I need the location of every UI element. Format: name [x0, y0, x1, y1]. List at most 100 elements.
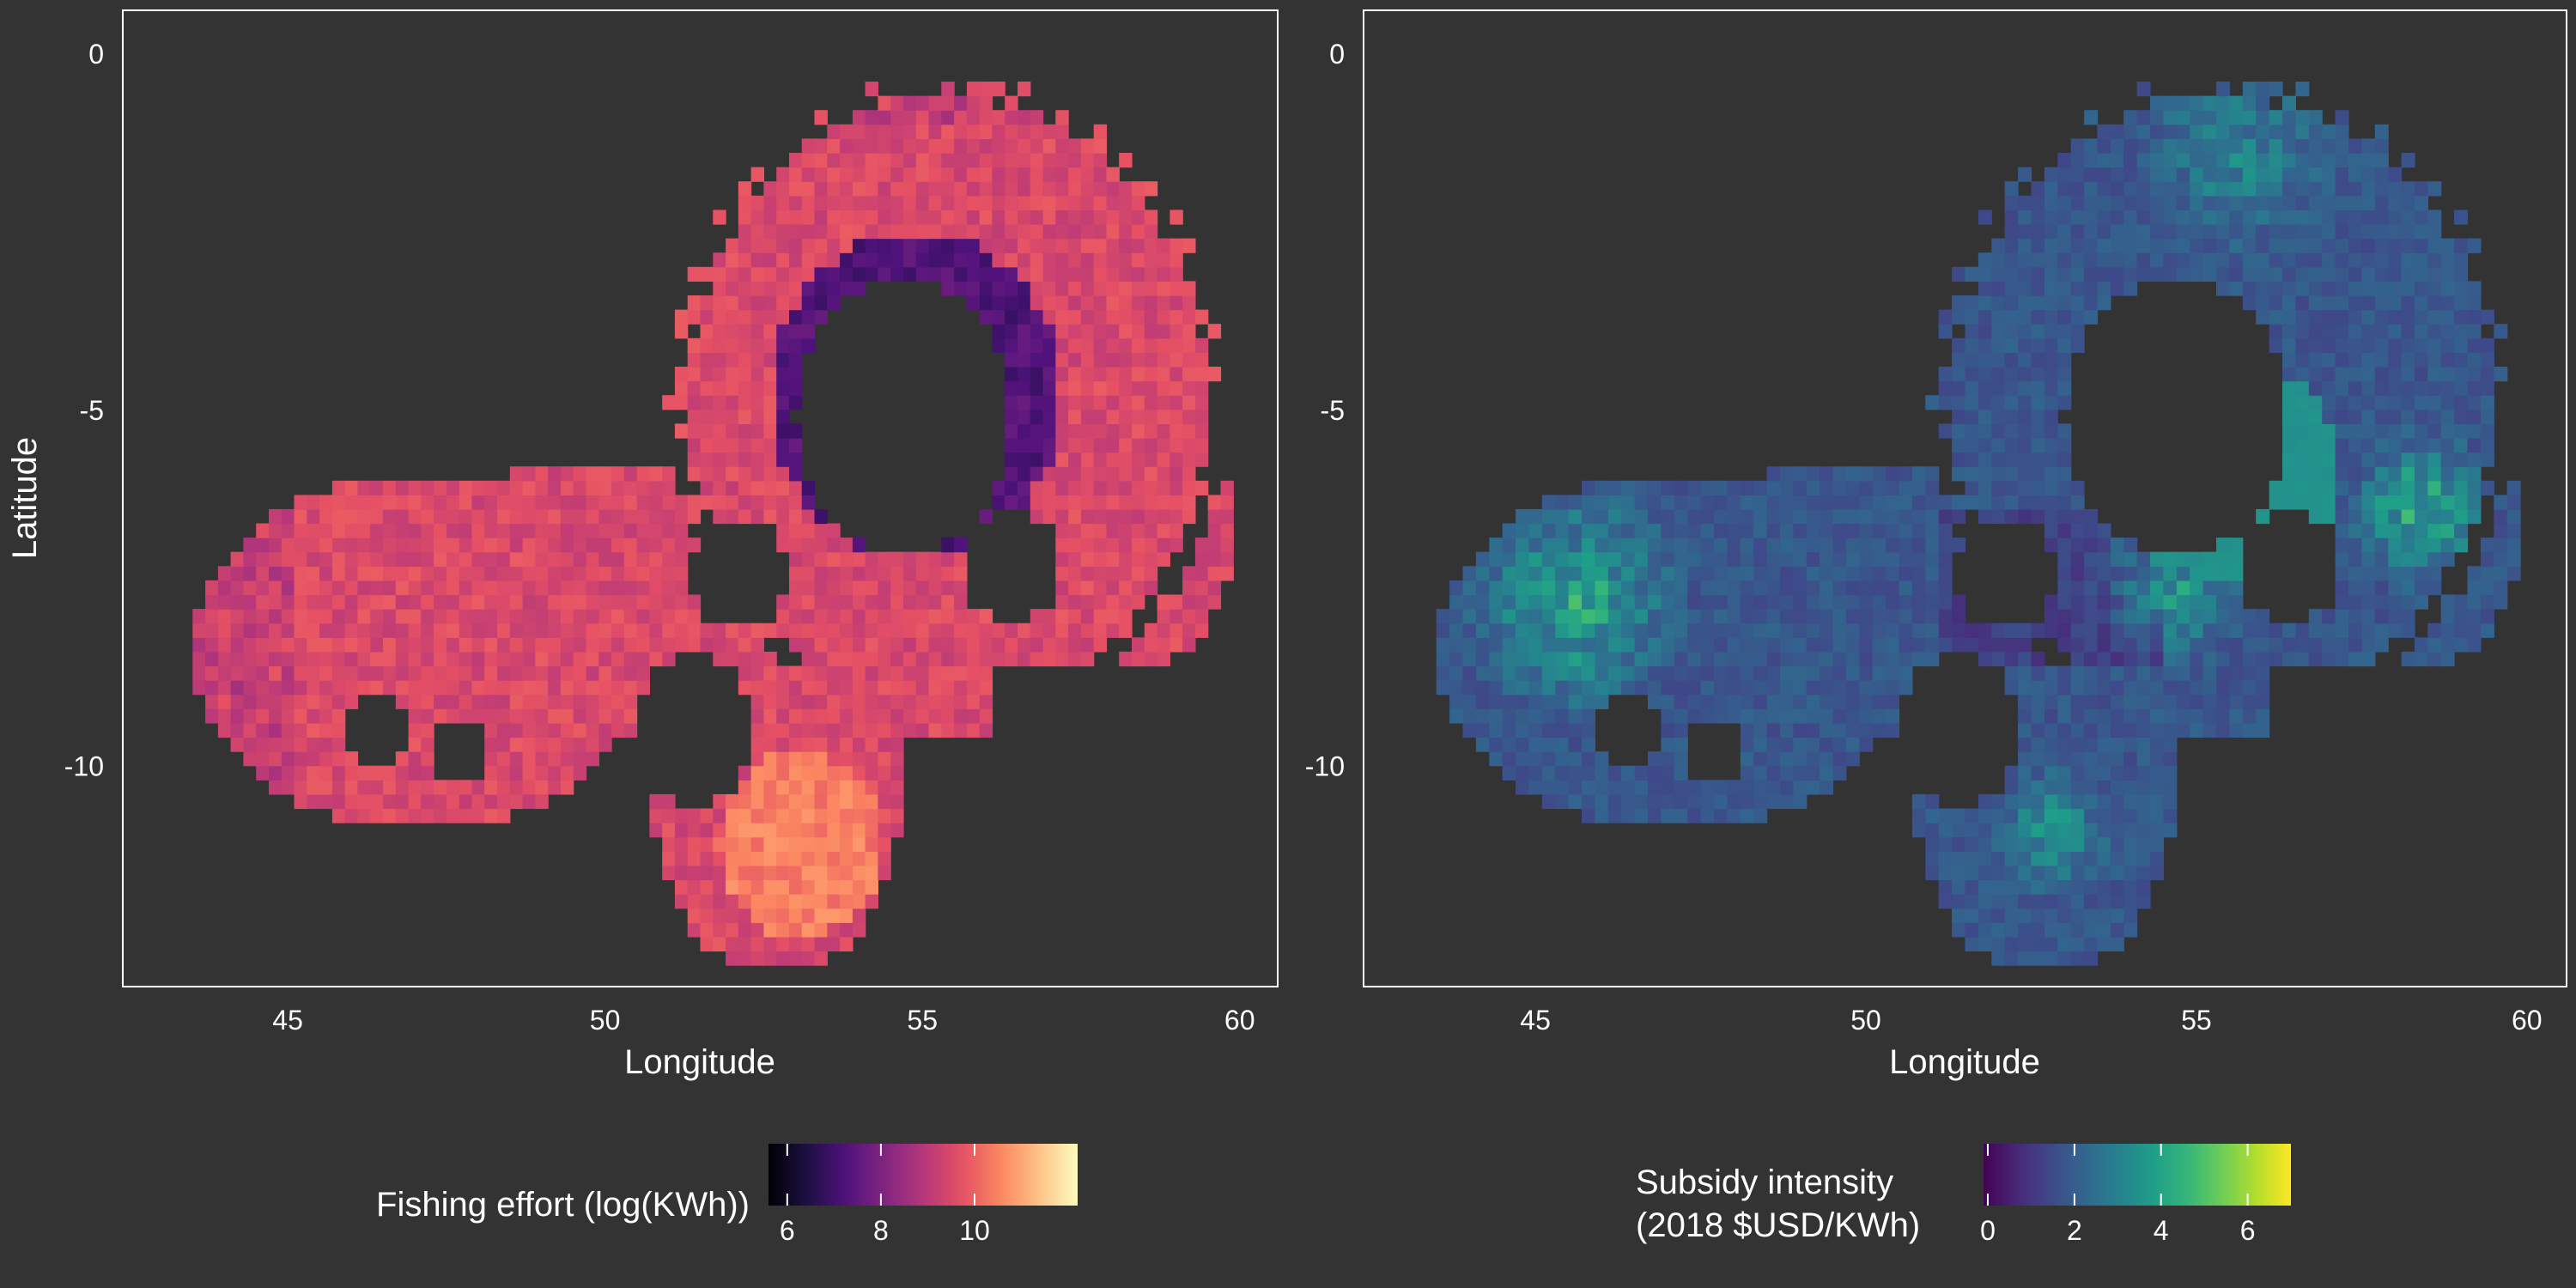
- heatmap-cell: [1030, 367, 1044, 382]
- heatmap-cell: [2415, 580, 2428, 596]
- heatmap-cell: [1991, 466, 2006, 482]
- heatmap-cell: [1068, 637, 1082, 653]
- heatmap-cell: [2084, 566, 2099, 581]
- heatmap-cell: [2018, 438, 2032, 453]
- heatmap-cell: [2282, 380, 2296, 396]
- heatmap-cell: [1568, 580, 1583, 596]
- heatmap-cell: [2454, 409, 2469, 424]
- heatmap-cell: [319, 609, 333, 624]
- heatmap-cell: [827, 908, 841, 923]
- heatmap-cell: [459, 623, 473, 638]
- heatmap-cell: [1568, 637, 1583, 653]
- heatmap-cell: [827, 637, 841, 653]
- heatmap-cell: [2110, 266, 2124, 282]
- heatmap-cell: [1938, 495, 1953, 510]
- heatmap-cell: [738, 680, 752, 696]
- heatmap-cell: [1132, 367, 1145, 382]
- heatmap-cell: [801, 508, 816, 525]
- heatmap-cell: [1753, 651, 1768, 667]
- heatmap-cell: [2374, 266, 2389, 282]
- heatmap-cell: [776, 722, 790, 738]
- heatmap-cell: [1132, 181, 1145, 197]
- heatmap-cell: [2295, 124, 2310, 139]
- heatmap-cell: [2440, 324, 2455, 339]
- heatmap-cell: [2229, 566, 2244, 581]
- heatmap-cell: [1220, 480, 1234, 495]
- heatmap-cell: [674, 894, 689, 909]
- heatmap-cell: [383, 808, 397, 823]
- heatmap-cell: [1018, 409, 1031, 424]
- heatmap-cell: [573, 765, 587, 781]
- heatmap-cell: [548, 566, 562, 581]
- heatmap-cell: [1872, 480, 1886, 495]
- heatmap-cell: [878, 836, 891, 852]
- heatmap-cell: [2242, 95, 2257, 111]
- heatmap-cell: [1806, 651, 1820, 667]
- heatmap-cell: [586, 594, 599, 610]
- heatmap-cell: [2004, 309, 2019, 325]
- heatmap-cell: [750, 252, 764, 268]
- heatmap-cell: [1080, 423, 1095, 439]
- heatmap-cell: [928, 124, 942, 139]
- heatmap-cell: [2084, 523, 2099, 538]
- heatmap-cell: [687, 594, 702, 610]
- heatmap-cell: [623, 680, 638, 696]
- heatmap-cell: [890, 224, 904, 240]
- heatmap-cell: [1144, 281, 1158, 296]
- heatmap-cell: [1005, 153, 1018, 168]
- heatmap-cell: [2256, 138, 2270, 154]
- heatmap-cell: [2374, 281, 2389, 296]
- heatmap-cell: [750, 466, 764, 482]
- heatmap-cell: [2415, 538, 2428, 553]
- heatmap-cell: [903, 651, 917, 667]
- legend-colorbar: [769, 1144, 1078, 1206]
- heatmap-cell: [2467, 324, 2482, 339]
- heatmap-cell: [1541, 793, 1556, 810]
- heatmap-cell: [1714, 651, 1728, 667]
- heatmap-cell: [269, 765, 283, 781]
- heatmap-cell: [1018, 153, 1031, 168]
- heatmap-cell: [890, 765, 904, 781]
- heatmap-cell: [1766, 780, 1781, 795]
- heatmap-cell: [2361, 266, 2376, 282]
- heatmap-cell: [814, 252, 828, 268]
- heatmap-cell: [2097, 538, 2111, 553]
- heatmap-cell: [1700, 538, 1715, 553]
- heatmap-cell: [2163, 808, 2178, 823]
- heatmap-cell: [840, 138, 854, 154]
- heatmap-cell: [1978, 908, 1992, 923]
- heatmap-cell: [1170, 409, 1183, 424]
- heatmap-cell: [1806, 722, 1820, 738]
- heatmap-cell: [1436, 609, 1450, 624]
- heatmap-cell: [814, 951, 828, 966]
- heatmap-cell: [395, 523, 410, 538]
- heatmap-cell: [1965, 637, 1979, 653]
- heatmap-cell: [1648, 623, 1662, 638]
- heatmap-cell: [1911, 508, 1926, 525]
- heatmap-cell: [789, 566, 803, 581]
- heatmap-cell: [1793, 623, 1807, 638]
- heatmap-cell: [1068, 623, 1082, 638]
- heatmap-cell: [1157, 551, 1170, 567]
- heatmap-cell: [1687, 780, 1702, 795]
- heatmap-cell: [1820, 480, 1834, 495]
- heatmap-cell: [319, 765, 333, 781]
- heatmap-cell: [1555, 722, 1570, 738]
- heatmap-cell: [2374, 252, 2389, 268]
- heatmap-cell: [915, 124, 930, 139]
- heatmap-cell: [2004, 793, 2019, 810]
- heatmap-cell: [814, 665, 828, 681]
- heatmap-cell: [1925, 580, 1940, 596]
- heatmap-cell: [2388, 380, 2403, 396]
- heatmap-cell: [2374, 438, 2389, 453]
- heatmap-cell: [750, 195, 764, 210]
- heatmap-cell: [1144, 538, 1158, 553]
- heatmap-cell: [928, 594, 942, 610]
- heatmap-cell: [1030, 352, 1044, 368]
- heatmap-cell: [1194, 395, 1209, 410]
- heatmap-cell: [674, 566, 689, 581]
- heatmap-cell: [700, 423, 714, 439]
- heatmap-cell: [1740, 637, 1754, 653]
- heatmap-cell: [1555, 708, 1570, 724]
- heatmap-cell: [548, 523, 562, 538]
